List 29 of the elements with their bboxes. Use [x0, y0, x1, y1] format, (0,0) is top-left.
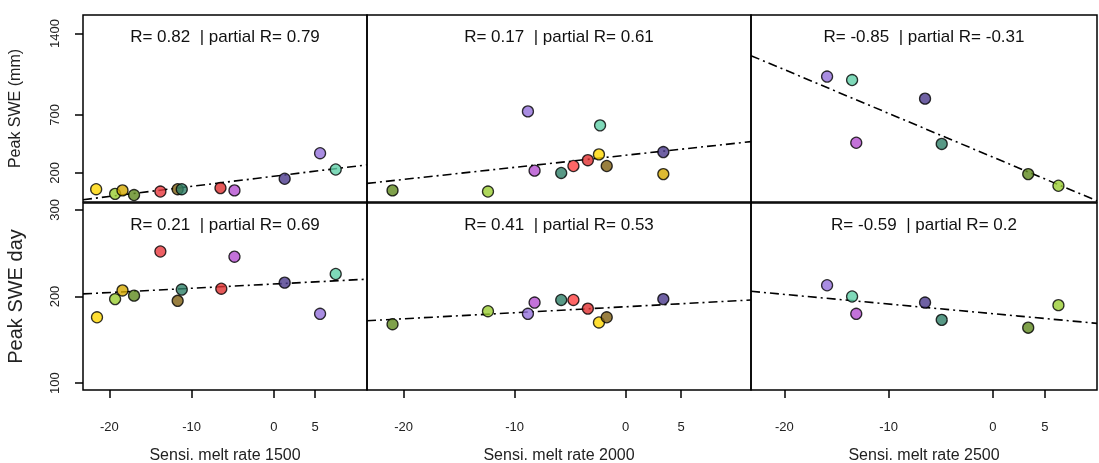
annotation: R= 0.17 | partial R= 0.61 [464, 27, 654, 46]
x-tick-label: -20 [394, 419, 414, 434]
x-tick-label: 0 [989, 419, 997, 434]
x-tick-label: -10 [505, 419, 525, 434]
y-tick-label: 700 [47, 104, 62, 126]
y-axis-title: Peak SWE day [4, 229, 26, 364]
x-tick-label: 0 [621, 419, 630, 434]
x-tick-label: 0 [270, 419, 278, 434]
x-tick-label: -20 [774, 419, 794, 434]
x-tick-label: 5 [311, 419, 319, 434]
x-tick-label: 5 [1041, 419, 1049, 434]
annotation: R= 0.21 | partial R= 0.69 [130, 215, 320, 234]
x-axis-title: Sensi. melt rate 1500 [149, 445, 301, 463]
annotation: R= 0.82 | partial R= 0.79 [130, 27, 320, 46]
y-tick-label: 200 [47, 162, 62, 184]
annotation: R= -0.85 | partial R= -0.31 [823, 27, 1025, 46]
annotation: R= 0.41 | partial R= 0.53 [464, 215, 654, 234]
x-tick-label: -10 [879, 419, 898, 434]
x-axis-title: Sensi. melt rate 2000 [483, 445, 635, 463]
y-tick-label: 100 [47, 372, 62, 394]
y-tick-label: 1400 [47, 19, 62, 49]
x-tick-label: 5 [677, 419, 685, 434]
x-axis-title: Sensi. melt rate 2500 [848, 445, 1000, 463]
y-tick-label: 300 [47, 199, 62, 221]
y-axis-title: Peak SWE (mm) [5, 48, 23, 169]
x-tick-label: -10 [182, 419, 202, 434]
x-tick-label: -20 [99, 419, 119, 434]
annotation: R= -0.59 | partial R= 0.2 [831, 215, 1017, 234]
y-tick-label: 200 [47, 285, 62, 308]
